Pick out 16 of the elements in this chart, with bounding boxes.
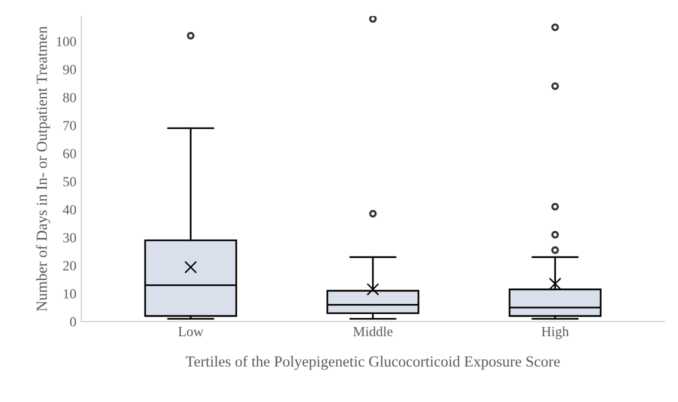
x-tick-label: Middle — [353, 326, 392, 336]
x-tick-label: Low — [178, 327, 204, 336]
y-tick-label: 90 — [63, 64, 76, 74]
x-tick-label: High — [542, 326, 569, 340]
y-tick-label: 80 — [63, 92, 76, 102]
y-tick-label: 30 — [63, 233, 76, 242]
x-axis-title: Tertiles of the Polyepigenetic Glucocorticoid Exposure Score — [186, 356, 560, 370]
y-tick-label: 20 — [63, 261, 76, 270]
y-tick-label: 60 — [63, 149, 76, 158]
y-tick-label: 70 — [64, 120, 76, 130]
y-tick-label: 0 — [70, 317, 76, 327]
y-axis-title: Number of Days in In- or Outpatient Treatmen — [36, 26, 50, 312]
y-tick-label: 10 — [64, 289, 76, 299]
y-tick-label: 50 — [63, 177, 76, 186]
y-tick-label: 100 — [56, 36, 76, 46]
y-tick-label: 40 — [62, 205, 76, 214]
